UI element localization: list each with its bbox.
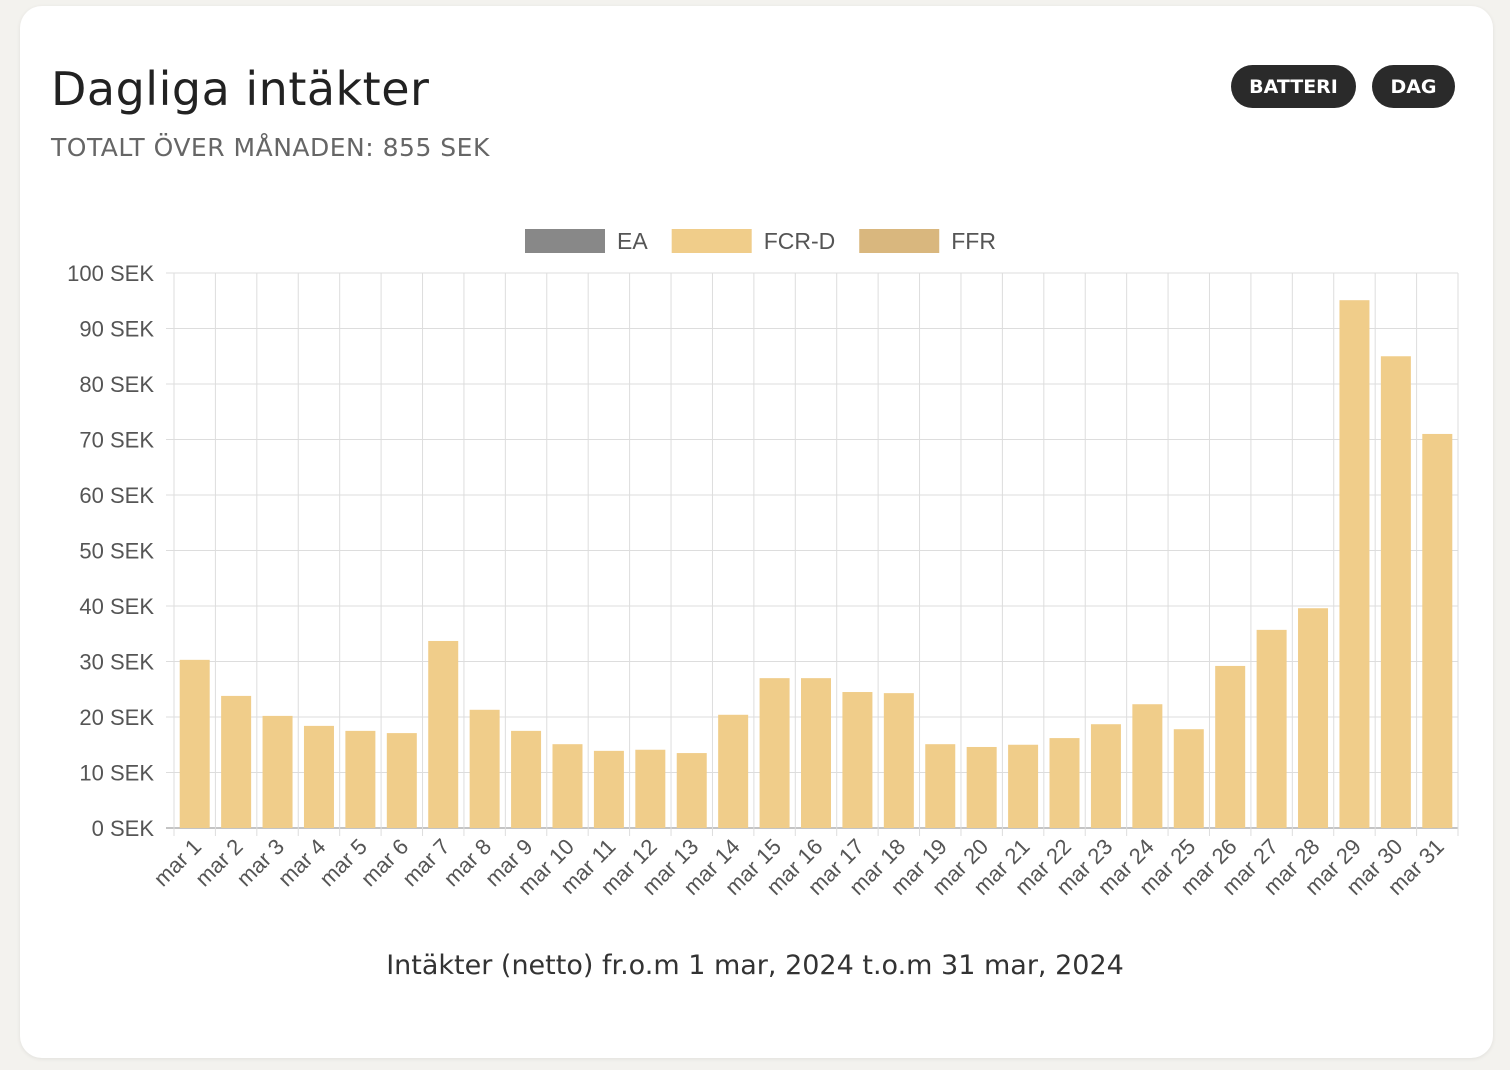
x-tick-label: mar 7 [397,834,454,891]
battery-button[interactable]: BATTERI [1231,65,1356,108]
bar-fcr-d-21 [1008,744,1039,828]
legend-swatch-ea [525,229,605,253]
legend-label-ffr: FFR [951,228,996,254]
y-tick-label: 0 SEK [92,816,155,841]
legend-label-fcr-d: FCR-D [764,228,836,254]
legend-swatch-ffr [859,229,940,253]
y-tick-label: 10 SEK [79,761,154,786]
bar-fcr-d-31 [1422,433,1453,828]
x-tick-label: mar 1 [149,834,206,891]
bar-fcr-d-29 [1339,300,1370,828]
bar-fcr-d-22 [1049,738,1080,828]
bar-fcr-d-11 [593,750,624,828]
monthly-total: TOTALT ÖVER MÅNADEN: 855 SEK [51,133,490,162]
y-tick-label: 50 SEK [79,539,154,564]
bar-fcr-d-23 [1090,724,1121,828]
bar-fcr-d-15 [759,678,790,828]
bar-fcr-d-7 [428,640,459,828]
bar-fcr-d-18 [883,693,914,828]
bar-fcr-d-25 [1173,729,1204,828]
bar-fcr-d-6 [386,733,417,828]
y-tick-label: 80 SEK [79,372,154,397]
bar-fcr-d-16 [801,678,831,828]
legend-swatch-fcr-d [671,229,752,253]
y-tick-label: 70 SEK [79,428,154,453]
page-title: Dagliga intäkter [51,62,430,116]
y-tick-label: 100 SEK [67,261,154,286]
x-tick-label: mar 8 [439,834,496,891]
y-tick-label: 40 SEK [79,594,154,619]
bar-fcr-d-4 [303,725,334,828]
bar-fcr-d-10 [552,744,583,828]
y-tick-label: 30 SEK [79,650,154,675]
bar-fcr-d-1 [179,659,210,828]
bar-fcr-d-20 [966,746,997,828]
x-tick-label: mar 4 [273,834,330,891]
bar-fcr-d-5 [345,730,376,828]
bar-fcr-d-13 [676,753,707,828]
chart-caption: Intäkter (netto) fr.o.m 1 mar, 2024 t.o.… [386,950,1124,981]
x-tick-label: mar 5 [314,834,371,891]
x-tick-label: mar 6 [356,834,413,891]
chart-card: Dagliga intäkter TOTALT ÖVER MÅNADEN: 85… [20,6,1493,1058]
bar-fcr-d-12 [635,749,666,828]
y-tick-label: 90 SEK [79,317,154,342]
bar-fcr-d-27 [1256,629,1287,828]
bar-fcr-d-8 [469,709,500,828]
bar-fcr-d-14 [718,714,749,828]
legend-label-ea: EA [617,228,648,254]
bar-fcr-d-9 [511,730,542,828]
bar-fcr-d-17 [842,692,873,828]
bar-fcr-d-2 [221,695,252,828]
x-tick-label: mar 2 [190,834,247,891]
bar-fcr-d-26 [1215,665,1246,828]
bar-fcr-d-19 [925,744,956,828]
bar-fcr-d-30 [1380,356,1411,828]
x-tick-label: mar 3 [232,834,289,891]
bar-fcr-d-24 [1132,704,1163,828]
day-button[interactable]: DAG [1372,65,1455,108]
bar-fcr-d-28 [1298,608,1329,828]
y-tick-label: 20 SEK [79,705,154,730]
y-tick-label: 60 SEK [79,483,154,508]
bar-fcr-d-3 [262,715,293,828]
